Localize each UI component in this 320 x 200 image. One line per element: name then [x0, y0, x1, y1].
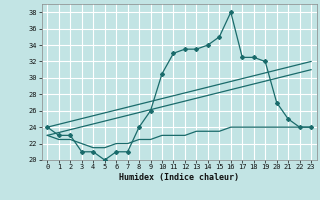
X-axis label: Humidex (Indice chaleur): Humidex (Indice chaleur) [119, 173, 239, 182]
